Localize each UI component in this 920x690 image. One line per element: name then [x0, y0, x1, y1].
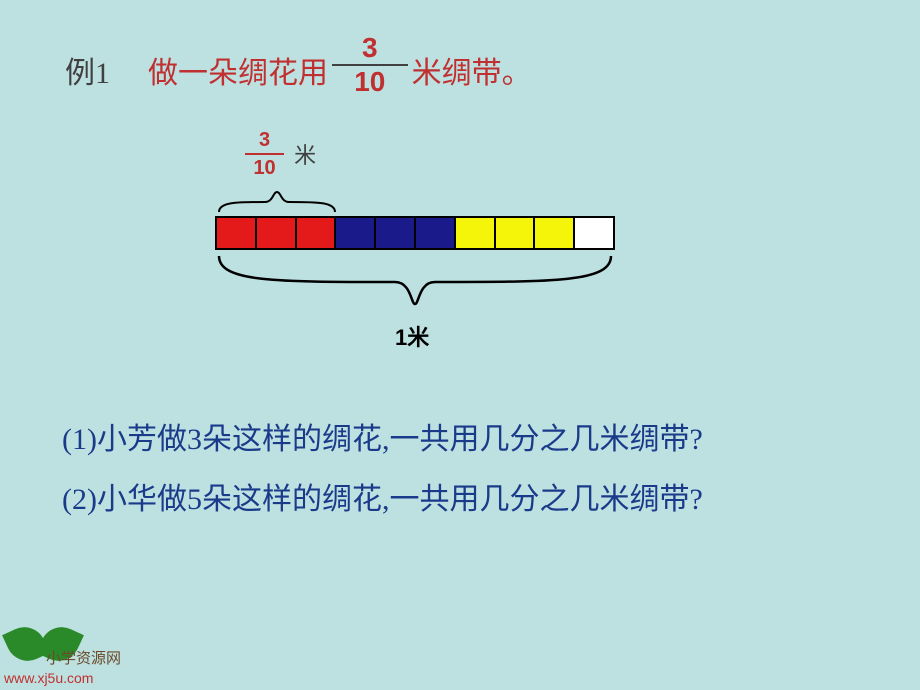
small-frac-unit: 米 — [294, 138, 316, 170]
tape-segment — [336, 218, 376, 248]
small-frac-denominator: 10 — [253, 155, 275, 178]
tape-segment — [456, 218, 496, 248]
tape-segment — [575, 218, 613, 248]
question-1: (1)小芳做3朵这样的绸花,一共用几分之几米绸带? — [62, 410, 862, 470]
tape-segment — [297, 218, 337, 248]
example-label: 例1 — [65, 48, 110, 92]
logo-text-url: www.xj5u.com — [4, 670, 93, 686]
tape-segment — [257, 218, 297, 248]
small-fraction-label: 3 10 米 — [245, 130, 316, 178]
inline-fraction: 3 10 — [332, 34, 408, 96]
one-meter-label: 1米 — [395, 320, 429, 352]
tape-segment — [217, 218, 257, 248]
fraction-denominator: 10 — [354, 66, 385, 96]
tape-diagram — [215, 216, 615, 250]
sentence-before: 做一朵绸花用 — [148, 48, 328, 92]
fraction-numerator: 3 — [332, 34, 408, 66]
logo-text-cn: 小学资源网 — [46, 647, 121, 668]
questions-block: (1)小芳做3朵这样的绸花,一共用几分之几米绸带? (2)小华做5朵这样的绸花,… — [62, 410, 862, 530]
bottom-brace — [215, 252, 615, 312]
site-logo: 小学资源网 www.xj5u.com — [0, 620, 130, 690]
top-brace — [217, 188, 337, 214]
tape-segment — [535, 218, 575, 248]
example-title-row: 例1 做一朵绸花用 3 10 米绸带。 — [65, 48, 532, 110]
tape-segment — [496, 218, 536, 248]
tape-segment — [416, 218, 456, 248]
tape-segment — [376, 218, 416, 248]
sentence-after: 米绸带。 — [412, 48, 532, 92]
question-2: (2)小华做5朵这样的绸花,一共用几分之几米绸带? — [62, 470, 862, 530]
small-frac-numerator: 3 — [245, 130, 284, 155]
